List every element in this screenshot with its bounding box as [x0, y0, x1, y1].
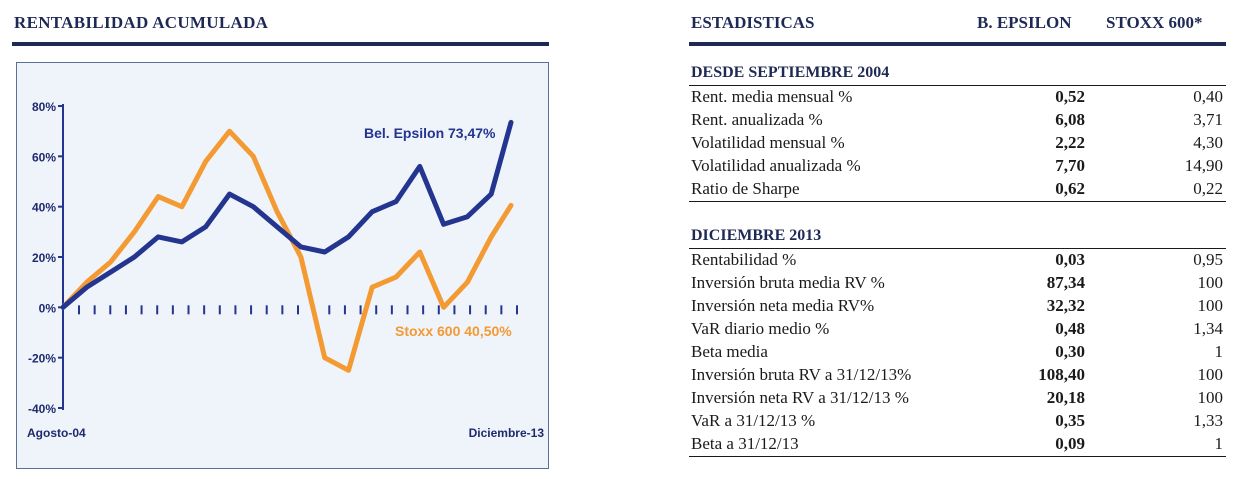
- chart-title-rule: [12, 42, 549, 46]
- x-axis: Agosto-04 Diciembre-13: [27, 305, 544, 440]
- stats-value-stoxx: 1,34: [1193, 319, 1223, 338]
- stats-title-rule: [689, 42, 1226, 46]
- stats-value-stoxx: 3,71: [1193, 110, 1223, 129]
- stats-value-epsilon: 0,62: [1055, 179, 1085, 198]
- stats-value-stoxx: 4,30: [1193, 133, 1223, 152]
- stats-row-label: Inversión bruta media RV %: [691, 273, 885, 292]
- stats-row: Rent. anualizada % 6,08 3,71: [691, 108, 1225, 131]
- stats-row: Inversión bruta media RV % 87,34 100: [691, 271, 1225, 294]
- stats-row: Volatilidad anualizada % 7,70 14,90: [691, 154, 1225, 177]
- stats-row-label: Inversión neta media RV%: [691, 296, 875, 315]
- stats-value-epsilon: 0,52: [1055, 87, 1085, 106]
- stats-value-epsilon: 6,08: [1055, 110, 1085, 129]
- y-tick-label: 40%: [32, 201, 56, 215]
- returns-line-chart: -40% -20% 0% 20% 40% 60% 80% Agosto-04 Diciembr…: [27, 100, 544, 440]
- stats-value-epsilon: 0,30: [1055, 342, 1085, 361]
- stats-value-epsilon: 0,35: [1055, 411, 1085, 430]
- stats-row-label: Inversión bruta RV a 31/12/13%: [691, 365, 912, 384]
- chart-panel: -40% -20% 0% 20% 40% 60% 80% Agosto-04 Diciembr…: [16, 62, 549, 469]
- stats-row-label: Rent. media mensual %: [691, 87, 853, 106]
- stats-row: Volatilidad mensual % 2,22 4,30: [691, 131, 1225, 154]
- series-label-stoxx: Stoxx 600 40,50%: [395, 323, 512, 339]
- section-rule-top: [689, 248, 1226, 249]
- stats-row-label: Volatilidad anualizada %: [691, 156, 861, 175]
- stats-row-label: VaR diario medio %: [691, 319, 830, 338]
- chart-title: RENTABILIDAD ACUMULADA: [14, 13, 269, 32]
- stats-value-stoxx: 1,33: [1193, 411, 1223, 430]
- stats-row-label: Rent. anualizada %: [691, 110, 823, 129]
- section-rule-bottom: [689, 456, 1226, 457]
- stats-row-label: Ratio de Sharpe: [691, 179, 800, 198]
- section-rule-top: [689, 85, 1226, 86]
- y-tick-label: 0%: [39, 301, 57, 315]
- stats-row: VaR diario medio % 0,48 1,34: [691, 317, 1225, 340]
- stats-value-epsilon: 2,22: [1055, 133, 1085, 152]
- y-tick-label: 20%: [32, 251, 56, 265]
- stats-row: Rent. media mensual % 0,52 0,40: [691, 85, 1225, 108]
- stats-value-epsilon: 108,40: [1038, 365, 1085, 384]
- column-header-epsilon: B. EPSILON: [977, 13, 1072, 32]
- stats-value-stoxx: 100: [1197, 273, 1224, 292]
- series-lines: [60, 119, 514, 373]
- y-tick-label: 80%: [32, 100, 56, 114]
- stats-value-epsilon: 32,32: [1046, 296, 1085, 315]
- x-end-label: Diciembre-13: [469, 426, 545, 440]
- stats-value-stoxx: 100: [1197, 388, 1224, 407]
- y-tick-label: 60%: [32, 150, 56, 164]
- stats-value-epsilon: 20,18: [1046, 388, 1085, 407]
- stats-row-label: Volatilidad mensual %: [691, 133, 845, 152]
- stats-row-label: VaR a 31/12/13 %: [691, 411, 816, 430]
- series-line-bel-epsilon: [60, 119, 514, 310]
- stats-value-stoxx: 14,90: [1184, 156, 1223, 175]
- stats-value-stoxx: 100: [1197, 365, 1224, 384]
- stats-value-stoxx: 0,40: [1193, 87, 1223, 106]
- stats-value-epsilon: 0,48: [1055, 319, 1085, 338]
- x-start-label: Agosto-04: [27, 426, 86, 440]
- stats-value-stoxx: 100: [1197, 296, 1224, 315]
- series-labels: Bel. Epsilon 73,47% Stoxx 600 40,50%: [364, 125, 512, 339]
- stats-row-label: Beta a 31/12/13: [691, 434, 799, 453]
- stats-value-epsilon: 87,34: [1046, 273, 1085, 292]
- section-title-since-2004: DESDE SEPTIEMBRE 2004: [691, 64, 890, 81]
- stats-row: Beta a 31/12/13 0,09 1: [691, 432, 1225, 455]
- stats-value-epsilon: 7,70: [1055, 156, 1085, 175]
- stats-value-stoxx: 1: [1214, 342, 1224, 361]
- stats-value-epsilon: 0,03: [1055, 250, 1085, 269]
- section-rule-bottom: [689, 201, 1226, 202]
- stats-row: Beta media 0,30 1: [691, 340, 1225, 363]
- column-header-stoxx: STOXX 600*: [1106, 13, 1203, 32]
- y-tick-label: -20%: [28, 352, 56, 366]
- stats-row-label: Rentabilidad %: [691, 250, 797, 269]
- stats-row: Ratio de Sharpe 0,62 0,22: [691, 177, 1225, 200]
- stats-value-stoxx: 0,95: [1193, 250, 1223, 269]
- section-title-dec-2013: DICIEMBRE 2013: [691, 227, 822, 244]
- y-axis: -40% -20% 0% 20% 40% 60% 80%: [28, 100, 64, 416]
- stats-row: Inversión neta RV a 31/12/13 % 20,18 100: [691, 386, 1225, 409]
- stats-row: VaR a 31/12/13 % 0,35 1,33: [691, 409, 1225, 432]
- stats-value-stoxx: 1: [1214, 434, 1224, 453]
- stats-value-stoxx: 0,22: [1193, 179, 1223, 198]
- stats-title: ESTADISTICAS: [691, 13, 815, 32]
- stats-value-epsilon: 0,09: [1055, 434, 1085, 453]
- stats-row: Rentabilidad % 0,03 0,95: [691, 248, 1225, 271]
- y-tick-label: -40%: [28, 402, 56, 416]
- stats-row: Inversión bruta RV a 31/12/13% 108,40 100: [691, 363, 1225, 386]
- stats-row-label: Beta media: [691, 342, 768, 361]
- stats-row: Inversión neta media RV% 32,32 100: [691, 294, 1225, 317]
- series-label-epsilon: Bel. Epsilon 73,47%: [364, 125, 496, 141]
- stats-row-label: Inversión neta RV a 31/12/13 %: [691, 388, 909, 407]
